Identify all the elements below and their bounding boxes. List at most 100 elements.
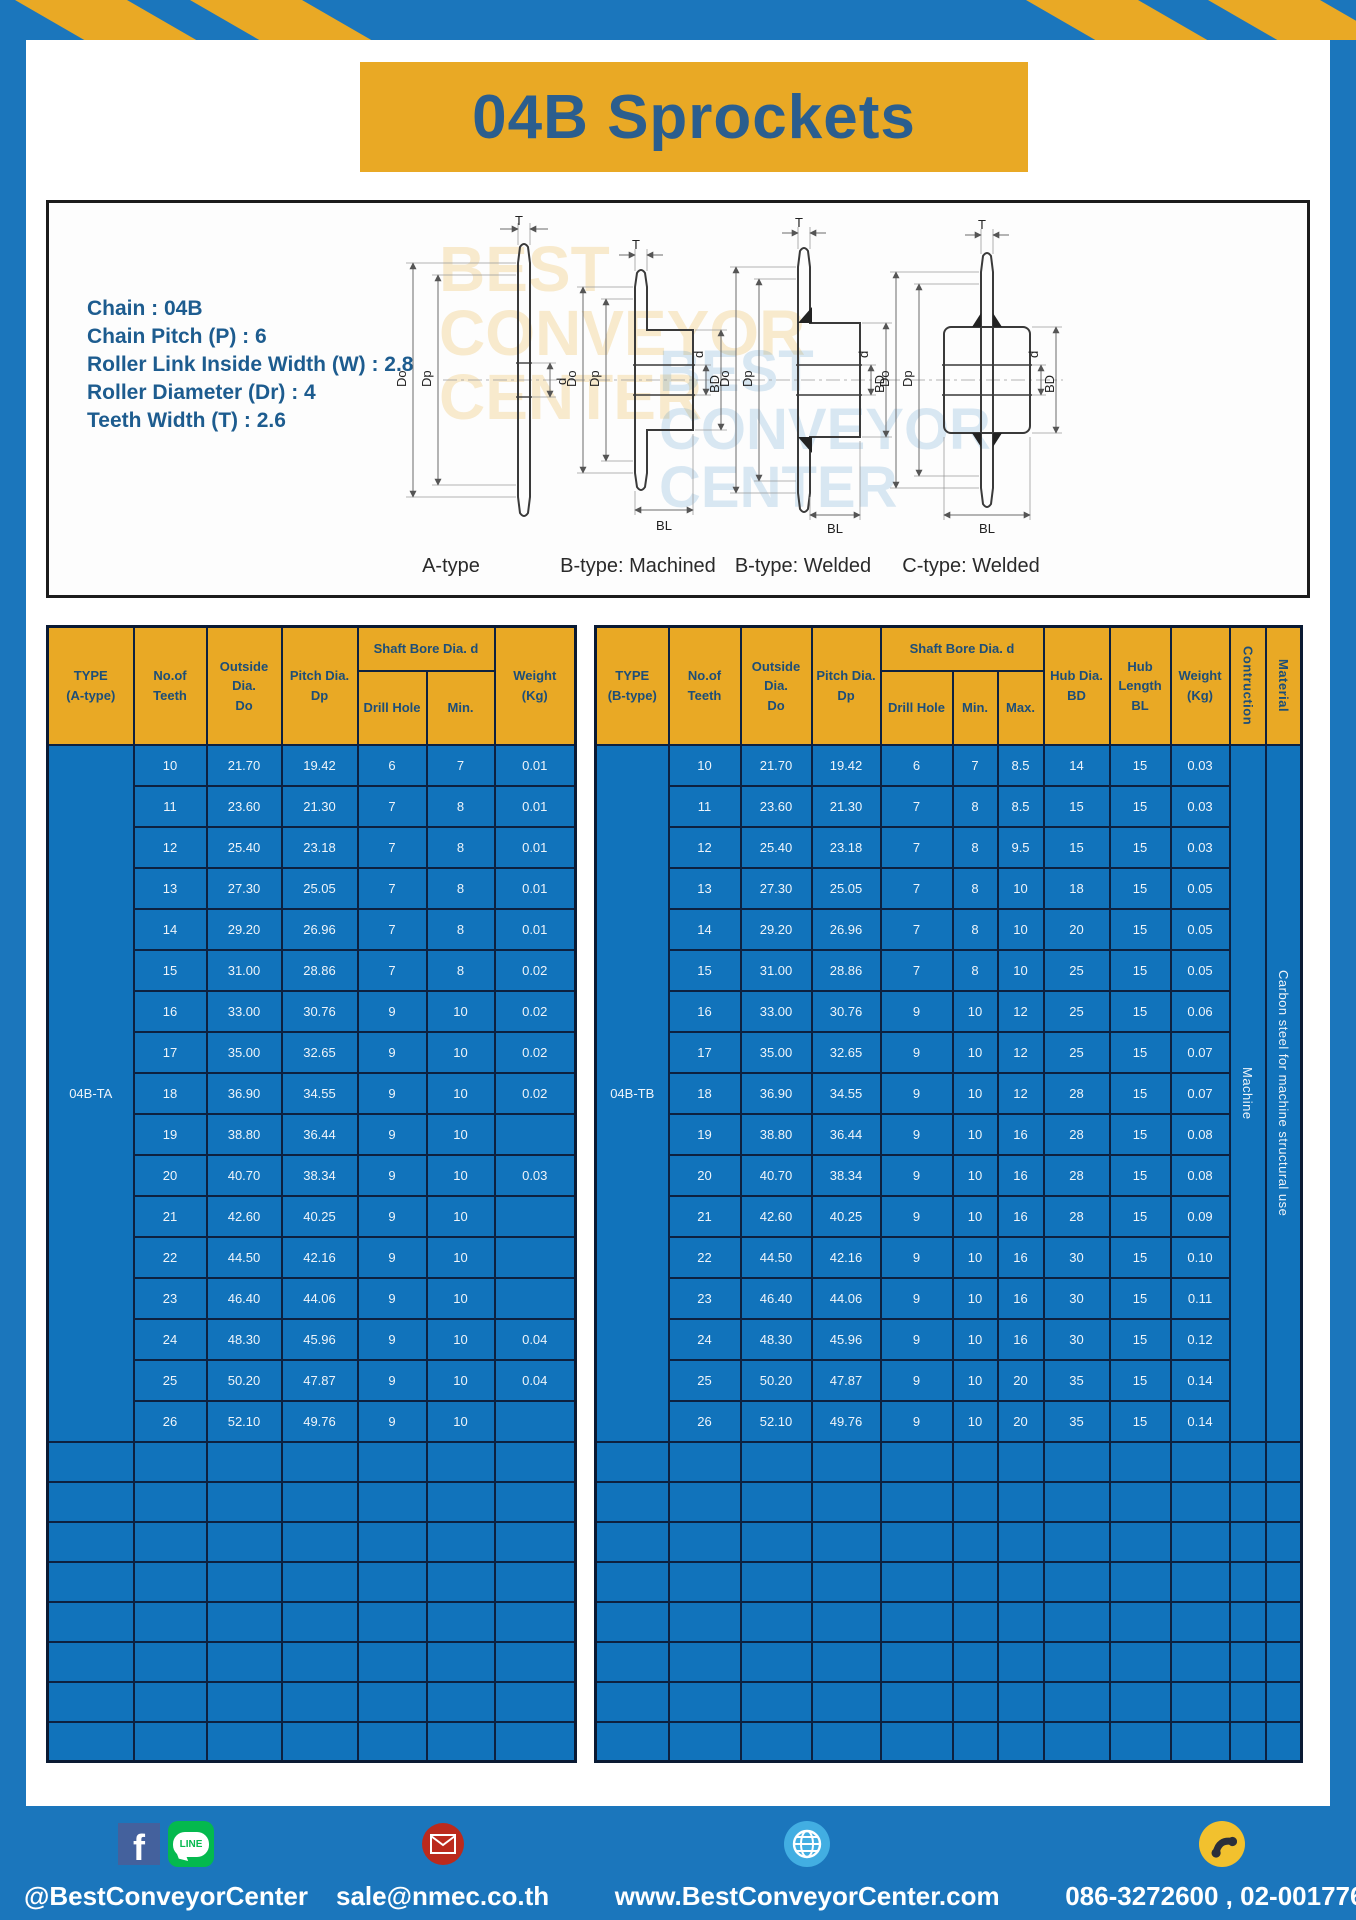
table-row: 20 40.70 38.34 9 10 0.03 bbox=[48, 1153, 577, 1197]
empty-cell bbox=[594, 1680, 670, 1723]
empty-cell bbox=[1042, 1720, 1111, 1763]
empty-cell bbox=[879, 1520, 954, 1563]
data-cell: 9 bbox=[879, 1030, 954, 1074]
dim-label: d bbox=[554, 378, 569, 385]
empty-cell bbox=[667, 1640, 742, 1683]
data-cell: 47.87 bbox=[810, 1358, 882, 1402]
data-cell: 9 bbox=[879, 1194, 954, 1238]
empty-row bbox=[594, 1720, 1303, 1763]
col-header-teeth: No.of Teeth bbox=[667, 625, 742, 746]
empty-row bbox=[594, 1440, 1303, 1483]
data-cell: 48.30 bbox=[739, 1317, 813, 1361]
data-cell: 30 bbox=[1042, 1317, 1111, 1361]
empty-cell bbox=[205, 1720, 283, 1763]
data-cell: 32.65 bbox=[810, 1030, 882, 1074]
empty-cell bbox=[951, 1640, 999, 1683]
data-cell: 20 bbox=[667, 1153, 742, 1197]
data-cell: 25 bbox=[1042, 1030, 1111, 1074]
data-cell: 0.05 bbox=[1169, 948, 1231, 992]
empty-cell bbox=[1108, 1520, 1172, 1563]
data-cell: 15 bbox=[1108, 1030, 1172, 1074]
data-cell: 20 bbox=[996, 1358, 1045, 1402]
data-cell: 9 bbox=[879, 1235, 954, 1279]
empty-cell bbox=[1042, 1600, 1111, 1643]
empty-cell bbox=[667, 1600, 742, 1643]
data-cell: 9 bbox=[879, 1276, 954, 1320]
data-cell: 23.18 bbox=[280, 825, 359, 869]
dim-label: Dp bbox=[419, 370, 434, 387]
data-cell: 7 bbox=[356, 784, 428, 828]
data-cell: 15 bbox=[1108, 1358, 1172, 1402]
phone-icon[interactable] bbox=[1199, 1821, 1246, 1867]
data-cell: 12 bbox=[996, 1071, 1045, 1115]
data-cell: 0.10 bbox=[1169, 1235, 1231, 1279]
empty-cell bbox=[951, 1720, 999, 1763]
empty-cell bbox=[1264, 1520, 1303, 1563]
data-cell: 40.70 bbox=[739, 1153, 813, 1197]
empty-cell bbox=[879, 1600, 954, 1643]
empty-cell bbox=[1169, 1560, 1231, 1603]
empty-cell bbox=[1228, 1560, 1267, 1603]
empty-cell bbox=[1169, 1640, 1231, 1683]
email-address[interactable]: sale@nmec.co.th bbox=[335, 1881, 550, 1911]
data-cell: 49.76 bbox=[810, 1399, 882, 1443]
spec-line: Roller Link Inside Width (W) : 2.8 bbox=[87, 353, 414, 376]
empty-row bbox=[46, 1600, 577, 1643]
data-cell: 10 bbox=[132, 743, 208, 787]
data-cell bbox=[493, 1235, 577, 1279]
empty-cell bbox=[667, 1520, 742, 1563]
empty-cell bbox=[1264, 1640, 1303, 1683]
data-cell: 10 bbox=[951, 1276, 999, 1320]
table-row: 12 25.40 23.18 7 8 0.01 bbox=[48, 825, 577, 869]
social-handle[interactable]: @BestConveyorCenter bbox=[24, 1881, 308, 1911]
empty-cell bbox=[356, 1560, 428, 1603]
email-icon[interactable] bbox=[421, 1823, 464, 1865]
data-cell: 9 bbox=[879, 1317, 954, 1361]
data-cell: 21.70 bbox=[739, 743, 813, 787]
empty-cell bbox=[1042, 1560, 1111, 1603]
empty-cell bbox=[1228, 1720, 1267, 1763]
col-header-type: TYPE (B-type) bbox=[594, 625, 670, 746]
data-cell: 42.16 bbox=[280, 1235, 359, 1279]
empty-row bbox=[594, 1480, 1303, 1523]
data-cell: 10 bbox=[425, 989, 496, 1033]
data-cell: 25.40 bbox=[739, 825, 813, 869]
data-cell: 15 bbox=[1042, 784, 1111, 828]
data-cell: 9 bbox=[356, 989, 428, 1033]
data-cell: 40.25 bbox=[280, 1194, 359, 1238]
line-icon[interactable]: LINE bbox=[167, 1821, 214, 1867]
data-cell: 36.90 bbox=[739, 1071, 813, 1115]
empty-cell bbox=[1108, 1600, 1172, 1643]
empty-cell bbox=[132, 1640, 208, 1683]
data-cell: 23 bbox=[667, 1276, 742, 1320]
data-cell: 25 bbox=[132, 1358, 208, 1402]
data-cell: 25 bbox=[1042, 989, 1111, 1033]
data-cell: 36.44 bbox=[280, 1112, 359, 1156]
website-url[interactable]: www.BestConveyorCenter.com bbox=[614, 1881, 1000, 1911]
phone-numbers[interactable]: 086-3272600 , 02-0017766 bbox=[1065, 1881, 1356, 1911]
data-cell: 10 bbox=[996, 948, 1045, 992]
type-label-cell: 04B-TA bbox=[46, 743, 135, 1443]
data-cell: 9 bbox=[356, 1235, 428, 1279]
empty-cell bbox=[356, 1600, 428, 1643]
empty-cell bbox=[46, 1720, 135, 1763]
data-cell: 7 bbox=[879, 825, 954, 869]
empty-cell bbox=[132, 1440, 208, 1483]
dim-label: Do bbox=[394, 370, 409, 387]
table-row: 14 29.20 26.96 7 8 0.01 bbox=[48, 907, 577, 951]
empty-cell bbox=[1042, 1680, 1111, 1723]
globe-icon[interactable] bbox=[784, 1821, 831, 1867]
facebook-icon[interactable]: f bbox=[117, 1823, 160, 1865]
empty-cell bbox=[996, 1480, 1045, 1523]
spec-line: Chain : 04B bbox=[87, 297, 203, 320]
hazard-stripe bbox=[190, 0, 372, 40]
empty-cell bbox=[879, 1440, 954, 1483]
c-type-welded-drawing: Do Dp T d BD BL bbox=[878, 217, 1063, 536]
data-cell: 15 bbox=[667, 948, 742, 992]
col-header-weight: Weight (Kg) bbox=[493, 625, 577, 746]
data-cell: 9.5 bbox=[996, 825, 1045, 869]
empty-cell bbox=[425, 1600, 496, 1643]
table-row: 15 31.00 28.86 7 8 10 25 15 0.05 bbox=[596, 948, 1302, 992]
data-cell: 8 bbox=[951, 784, 999, 828]
empty-cell bbox=[810, 1680, 882, 1723]
